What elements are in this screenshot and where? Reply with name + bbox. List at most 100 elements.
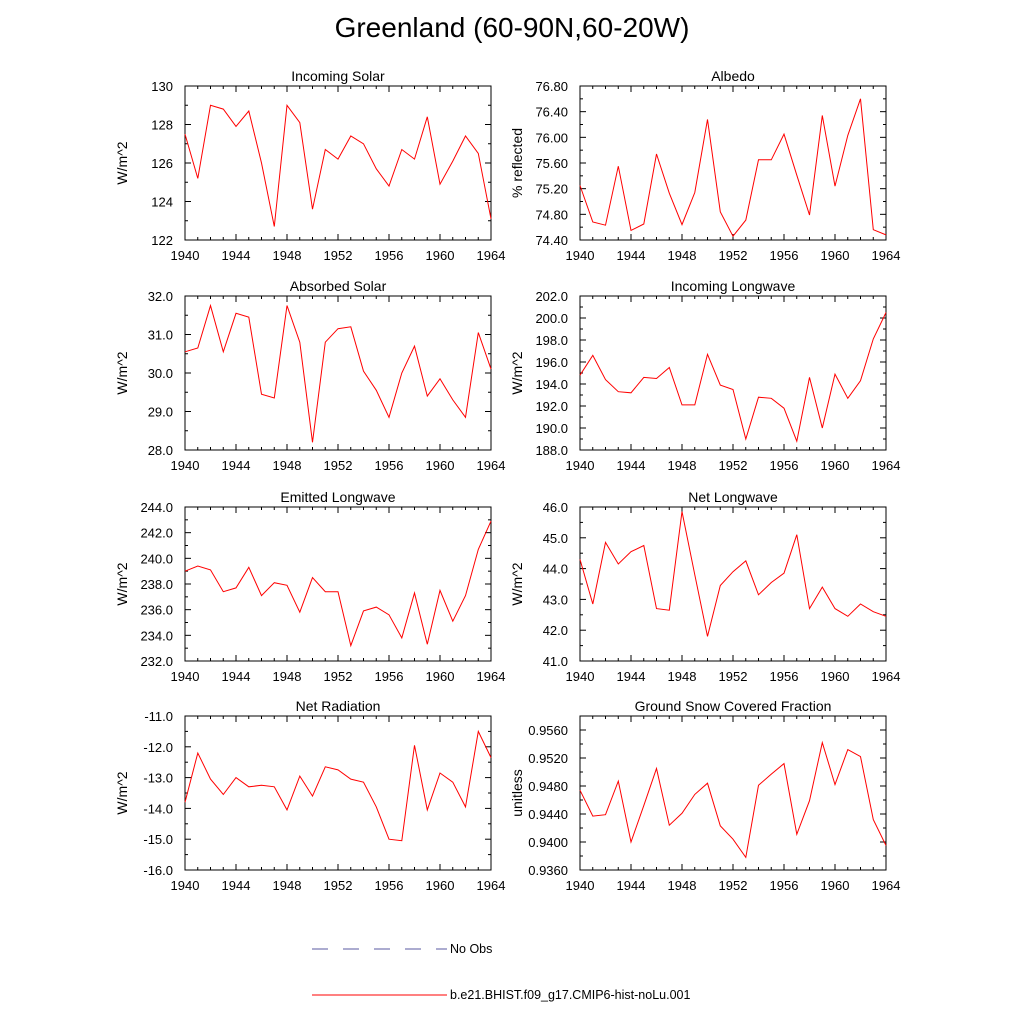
y-tick-label: 0.9440 <box>528 807 568 822</box>
data-point <box>260 393 262 395</box>
y-tick-label: 188.0 <box>535 443 568 458</box>
series-line <box>184 303 492 443</box>
series-line <box>579 312 887 443</box>
data-point <box>337 591 339 593</box>
x-tick-label: 1964 <box>872 458 901 473</box>
data-point <box>209 569 211 571</box>
x-tick-label: 1940 <box>171 458 200 473</box>
y-tick-label: 200.0 <box>535 311 568 326</box>
data-point <box>324 341 326 343</box>
data-point <box>439 589 441 591</box>
data-point <box>885 234 887 236</box>
plot-frame <box>184 85 492 241</box>
y-tick-label: -15.0 <box>143 832 173 847</box>
page-title: Greenland (60-90N,60-20W) <box>334 12 690 43</box>
data-point <box>579 374 581 376</box>
data-point <box>847 134 849 136</box>
y-axis-label: W/m^2 <box>509 562 525 605</box>
data-point <box>706 782 708 784</box>
data-point <box>260 594 262 596</box>
data-point <box>337 328 339 330</box>
chart-net-radiation: Net Radiation W/m^2 1940 1944 1948 1952 1956 19… <box>114 698 505 893</box>
data-point <box>757 159 759 161</box>
chart-title: Net Radiation <box>296 698 381 714</box>
x-tick-label: 1952 <box>324 248 353 263</box>
data-point <box>350 644 352 646</box>
x-tick-label: 1964 <box>477 669 506 684</box>
data-point <box>401 637 403 639</box>
x-tick-label: 1960 <box>426 878 455 893</box>
data-point <box>796 174 798 176</box>
data-point <box>796 833 798 835</box>
x-tick-label: 1960 <box>821 458 850 473</box>
data-point <box>643 544 645 546</box>
y-tick-label: 30.0 <box>148 366 173 381</box>
data-point <box>452 160 454 162</box>
data-point <box>222 351 224 353</box>
data-point <box>197 565 199 567</box>
data-point <box>745 438 747 440</box>
x-tick-label: 1960 <box>426 669 455 684</box>
x-tick-label: 1948 <box>668 878 697 893</box>
data-point <box>375 606 377 608</box>
data-point <box>668 824 670 826</box>
y-tick-label: 232.0 <box>140 654 173 669</box>
data-point <box>604 224 606 226</box>
data-point <box>604 814 606 816</box>
data-point <box>655 607 657 609</box>
data-point <box>235 125 237 127</box>
data-point <box>209 304 211 306</box>
legend-obs-line <box>312 948 447 950</box>
x-tick-label: 1956 <box>770 458 799 473</box>
data-point <box>668 366 670 368</box>
y-tick-label: 202.0 <box>535 289 568 304</box>
y-tick-label: 0.9520 <box>528 751 568 766</box>
data-point <box>197 177 199 179</box>
data-point <box>706 118 708 120</box>
chart-absorbed-solar: Absorbed Solar W/m^2 1940 1944 1948 1952 1956 1… <box>114 278 505 473</box>
data-point <box>847 397 849 399</box>
data-point <box>643 223 645 225</box>
data-point <box>732 235 734 237</box>
series-line <box>184 103 492 227</box>
data-point <box>745 856 747 858</box>
data-point <box>426 395 428 397</box>
data-point <box>464 416 466 418</box>
data-point <box>464 806 466 808</box>
data-point <box>222 591 224 593</box>
y-tick-label: 0.9360 <box>528 863 568 878</box>
x-tick-label: 1952 <box>324 669 353 684</box>
x-tick-label: 1940 <box>171 669 200 684</box>
y-axis-label: W/m^2 <box>114 771 130 814</box>
plot-frame <box>579 85 887 241</box>
data-point <box>630 392 632 394</box>
data-point <box>375 168 377 170</box>
series-line <box>579 511 887 637</box>
data-point <box>719 211 721 213</box>
data-point <box>184 801 186 803</box>
data-point <box>604 541 606 543</box>
data-point <box>184 133 186 135</box>
x-tick-label: 1940 <box>566 458 595 473</box>
data-point <box>732 838 734 840</box>
data-point <box>885 615 887 617</box>
data-point <box>413 345 415 347</box>
chart-title: Ground Snow Covered Fraction <box>635 698 832 714</box>
x-tick-label: 1964 <box>872 669 901 684</box>
data-point <box>490 520 492 522</box>
data-point <box>235 312 237 314</box>
data-point <box>821 586 823 588</box>
data-point <box>821 741 823 743</box>
data-point <box>592 603 594 605</box>
y-tick-label: 43.0 <box>543 592 568 607</box>
data-point <box>745 219 747 221</box>
y-tick-label: 42.0 <box>543 623 568 638</box>
data-point <box>783 133 785 135</box>
data-point <box>401 840 403 842</box>
data-point <box>260 784 262 786</box>
data-point <box>273 786 275 788</box>
x-tick-label: 1964 <box>477 248 506 263</box>
data-point <box>490 756 492 758</box>
data-point <box>859 755 861 757</box>
y-tick-label: 240.0 <box>140 551 173 566</box>
